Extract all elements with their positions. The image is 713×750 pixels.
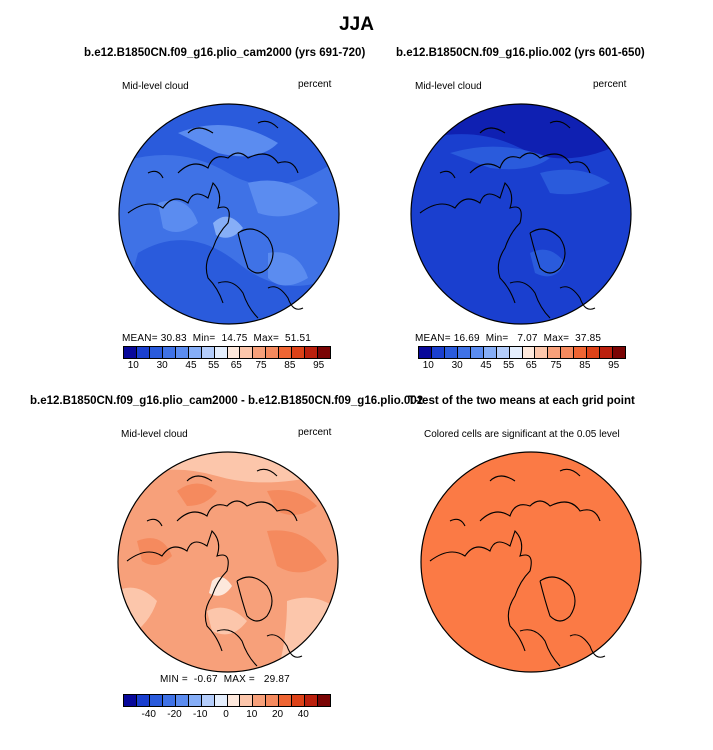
panel-3-colorbar xyxy=(123,694,331,707)
panel-2-stats: MEAN= 16.69 Min= 7.07 Max= 37.85 xyxy=(415,333,602,344)
colorbar-tick-label: 10 xyxy=(127,360,139,371)
colorbar-swatch xyxy=(214,347,228,358)
colorbar-swatch xyxy=(240,695,254,706)
colorbar-swatch xyxy=(279,347,293,358)
colorbar-swatch xyxy=(124,695,137,706)
colorbar-tick-label: 20 xyxy=(271,709,284,720)
colorbar-swatch xyxy=(253,347,267,358)
colorbar-swatch xyxy=(162,347,176,358)
panel-1-title: b.e12.B1850CN.f09_g16.plio_cam2000 (yrs … xyxy=(84,47,366,59)
panel-1-colorbar xyxy=(123,346,331,359)
colorbar-swatch xyxy=(201,347,215,358)
colorbar-swatch xyxy=(318,695,330,706)
panel-2-title: b.e12.B1850CN.f09_g16.plio.002 (yrs 601-… xyxy=(396,47,645,59)
panel-2-polar-map xyxy=(410,103,632,325)
colorbar-swatch xyxy=(214,695,228,706)
panel-4-title: T-test of the two means at each grid poi… xyxy=(408,395,635,407)
panel-3-variable-label: Mid-level cloud xyxy=(121,429,188,440)
colorbar-swatch xyxy=(613,347,625,358)
colorbar-swatch xyxy=(522,347,536,358)
colorbar-swatch xyxy=(587,347,601,358)
colorbar-tick-label: 95 xyxy=(313,360,325,371)
colorbar-swatch xyxy=(253,695,267,706)
colorbar-tick-label: 10 xyxy=(422,360,434,371)
colorbar-tick-label: 65 xyxy=(525,360,537,371)
colorbar-tick-label: 85 xyxy=(284,360,296,371)
panel-3-title: b.e12.B1850CN.f09_g16.plio_cam2000 - b.e… xyxy=(30,395,424,407)
panel-3-colorbar-ticks: -40 -20 -10 0 10 20 40 xyxy=(123,709,329,721)
panel-3-units-label: percent xyxy=(298,427,332,438)
colorbar-swatch xyxy=(266,347,280,358)
colorbar-tick-label: 75 xyxy=(550,360,562,371)
colorbar-swatch xyxy=(292,695,306,706)
panel-3-stats: MIN = -0.67 MAX = 29.87 xyxy=(160,674,290,685)
colorbar-swatch xyxy=(149,347,163,358)
colorbar-swatch xyxy=(266,695,280,706)
colorbar-tick-label: 30 xyxy=(451,360,463,371)
colorbar-swatch xyxy=(149,695,163,706)
colorbar-swatch xyxy=(162,695,176,706)
colorbar-swatch xyxy=(305,695,319,706)
colorbar-tick-label: 85 xyxy=(579,360,591,371)
colorbar-swatch xyxy=(188,347,202,358)
colorbar-tick-label: 40 xyxy=(297,709,309,720)
colorbar-swatch xyxy=(136,347,150,358)
panel-2-colorbar xyxy=(418,346,626,359)
colorbar-swatch xyxy=(431,347,445,358)
panel-2-variable-label: Mid-level cloud xyxy=(415,81,482,92)
colorbar-swatch xyxy=(240,347,254,358)
colorbar-tick-label: 45 xyxy=(185,360,197,371)
colorbar-swatch xyxy=(457,347,471,358)
colorbar-tick-label: 55 xyxy=(208,360,220,371)
colorbar-tick-label: -40 xyxy=(141,709,156,720)
colorbar-tick-label: 0 xyxy=(223,709,229,720)
panel-1-stats: MEAN= 30.83 Min= 14.75 Max= 51.51 xyxy=(122,333,311,344)
panel-1-colorbar-ticks: 10 30 45 55 65 75 85 95 xyxy=(123,360,329,372)
colorbar-swatch xyxy=(227,695,241,706)
panel-4-polar-map xyxy=(420,451,642,673)
colorbar-tick-label: -20 xyxy=(167,709,182,720)
colorbar-swatch xyxy=(419,347,432,358)
colorbar-swatch xyxy=(561,347,575,358)
panel-2-units-label: percent xyxy=(593,79,627,90)
colorbar-tick-label: 30 xyxy=(156,360,168,371)
colorbar-swatch xyxy=(535,347,549,358)
colorbar-swatch xyxy=(175,347,189,358)
colorbar-tick-label: 10 xyxy=(246,709,258,720)
colorbar-tick-label: -10 xyxy=(193,709,208,720)
panel-1-polar-map xyxy=(118,103,340,325)
colorbar-tick-label: 55 xyxy=(503,360,515,371)
panel-4-caption: Colored cells are significant at the 0.0… xyxy=(424,429,620,440)
colorbar-swatch xyxy=(279,695,293,706)
colorbar-swatch xyxy=(136,695,150,706)
colorbar-swatch xyxy=(548,347,562,358)
panel-3-polar-map xyxy=(117,451,339,673)
colorbar-tick-label: 65 xyxy=(230,360,242,371)
colorbar-tick-label: 45 xyxy=(480,360,492,371)
colorbar-swatch xyxy=(227,347,241,358)
panel-1-variable-label: Mid-level cloud xyxy=(122,81,189,92)
colorbar-tick-label: 95 xyxy=(608,360,620,371)
colorbar-swatch xyxy=(470,347,484,358)
colorbar-swatch xyxy=(509,347,523,358)
colorbar-swatch xyxy=(574,347,588,358)
colorbar-swatch xyxy=(175,695,189,706)
main-title: JJA xyxy=(339,14,374,35)
colorbar-swatch xyxy=(292,347,306,358)
colorbar-swatch xyxy=(124,347,137,358)
colorbar-swatch xyxy=(496,347,510,358)
panel-2-colorbar-ticks: 10 30 45 55 65 75 85 95 xyxy=(418,360,624,372)
colorbar-swatch xyxy=(305,347,319,358)
colorbar-swatch xyxy=(600,347,614,358)
colorbar-swatch xyxy=(483,347,497,358)
colorbar-swatch xyxy=(201,695,215,706)
colorbar-swatch xyxy=(188,695,202,706)
panel-1-units-label: percent xyxy=(298,79,332,90)
colorbar-swatch xyxy=(444,347,458,358)
colorbar-tick-label: 75 xyxy=(255,360,267,371)
colorbar-swatch xyxy=(318,347,330,358)
